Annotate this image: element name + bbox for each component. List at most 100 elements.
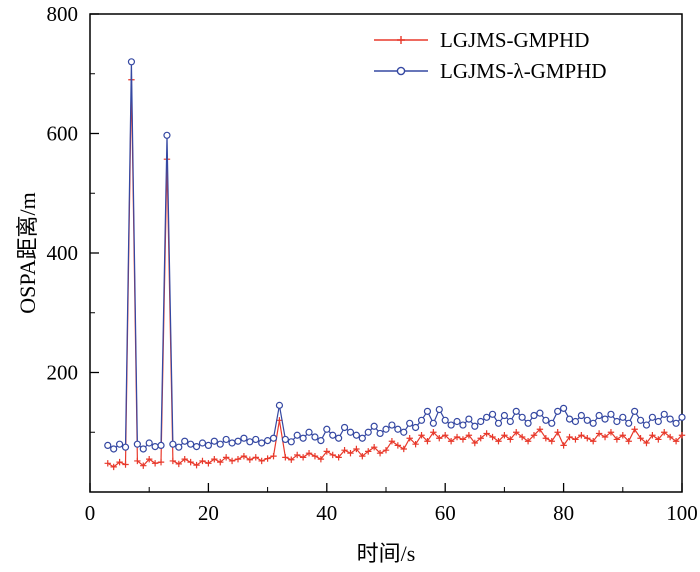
- plus-marker-icon: [228, 457, 236, 465]
- legend-label-lgjms-gmphd: LGJMS-GMPHD: [440, 28, 590, 52]
- circle-marker-icon: [204, 441, 212, 449]
- series-line-0: [107, 79, 683, 468]
- circle-marker-icon: [175, 443, 183, 451]
- legend-sample-circle-line: [374, 66, 428, 76]
- circle-marker-icon: [311, 433, 319, 441]
- x-axis-title: 时间/s: [356, 541, 416, 566]
- plus-marker-icon: [554, 429, 561, 436]
- plus-marker-icon: [116, 458, 123, 466]
- plus-marker-icon: [513, 429, 520, 436]
- x-tick-label: 80: [553, 501, 574, 525]
- circle-marker-icon: [542, 416, 550, 424]
- y-tick-label: 600: [47, 122, 79, 146]
- plus-marker-icon: [217, 458, 224, 466]
- plus-marker-icon: [548, 438, 555, 445]
- plus-marker-icon: [542, 435, 550, 442]
- circle-marker-icon: [654, 417, 662, 426]
- circle-marker-icon: [506, 417, 514, 426]
- circle-marker-icon: [642, 421, 651, 429]
- plus-marker-icon: [323, 448, 330, 455]
- plus-marker-icon: [483, 430, 490, 437]
- plus-marker-icon: [453, 433, 461, 441]
- circle-marker-icon: [388, 421, 396, 429]
- circle-marker-icon: [396, 66, 406, 76]
- circle-marker-icon: [187, 440, 195, 448]
- x-tick-label: 0: [85, 501, 96, 525]
- plus-marker-icon: [140, 462, 147, 469]
- plus-marker-icon: [655, 436, 662, 443]
- circle-marker-icon: [400, 428, 408, 436]
- circle-marker-icon: [376, 429, 384, 438]
- circle-marker-icon: [169, 440, 177, 448]
- circle-marker-icon: [269, 434, 278, 442]
- circle-marker-icon: [589, 419, 597, 427]
- plus-marker-icon: [110, 463, 117, 471]
- circle-marker-icon: [275, 401, 284, 409]
- circle-marker-icon: [370, 422, 378, 430]
- plus-marker-icon: [625, 438, 632, 445]
- plus-marker-icon: [637, 435, 644, 442]
- circle-marker-icon: [412, 423, 420, 432]
- circle-marker-icon: [406, 419, 414, 427]
- circle-marker-icon: [139, 445, 147, 453]
- circle-marker-icon: [192, 442, 201, 451]
- circle-marker-icon: [252, 435, 260, 444]
- circle-marker-icon: [281, 435, 289, 444]
- plus-marker-icon: [424, 438, 431, 445]
- circle-marker-icon: [583, 416, 591, 424]
- circle-marker-icon: [625, 419, 633, 427]
- plus-marker-icon: [613, 436, 621, 443]
- circle-marker-icon: [115, 440, 124, 448]
- plus-marker-icon: [157, 458, 165, 466]
- circle-marker-icon: [447, 421, 455, 429]
- circle-marker-icon: [121, 443, 130, 451]
- plus-marker-icon: [222, 454, 230, 461]
- plus-marker-icon: [234, 455, 242, 463]
- y-axis-title: OSPA距离/m: [15, 192, 40, 314]
- circle-marker-icon: [228, 439, 236, 447]
- circle-marker-icon: [352, 431, 360, 439]
- plus-marker-icon: [134, 457, 141, 465]
- y-tick-label: 400: [47, 241, 79, 265]
- plus-marker-icon: [578, 432, 585, 439]
- circle-marker-icon: [672, 419, 680, 427]
- circle-marker-icon: [518, 413, 526, 421]
- plus-marker-icon: [193, 461, 200, 469]
- plus-marker-icon: [495, 438, 502, 445]
- circle-marker-icon: [483, 413, 491, 421]
- circle-marker-icon: [577, 411, 585, 420]
- circle-marker-icon: [240, 434, 248, 442]
- circle-marker-icon: [127, 58, 136, 66]
- plus-marker-icon: [305, 449, 313, 457]
- y-tick-label: 800: [47, 2, 79, 26]
- circle-marker-icon: [340, 423, 349, 432]
- circle-marker-icon: [198, 439, 207, 447]
- plus-marker-icon: [104, 460, 111, 467]
- plus-marker-icon: [442, 432, 449, 439]
- circle-marker-icon: [435, 405, 443, 414]
- circle-marker-icon: [335, 434, 343, 442]
- circle-marker-icon: [607, 410, 615, 418]
- plus-marker-icon: [258, 457, 265, 465]
- circle-marker-icon: [364, 428, 372, 436]
- circle-marker-icon: [358, 434, 366, 442]
- plus-marker-icon: [151, 460, 159, 467]
- circle-marker-icon: [500, 411, 508, 420]
- plus-marker-icon: [601, 433, 609, 441]
- circle-marker-icon: [222, 435, 230, 444]
- circle-marker-icon: [571, 417, 580, 426]
- circle-marker-icon: [494, 419, 503, 427]
- plus-marker-icon: [661, 429, 668, 436]
- circle-marker-icon: [163, 131, 171, 139]
- plus-marker-icon: [299, 454, 307, 461]
- plus-marker-icon: [418, 432, 425, 439]
- circle-marker-icon: [346, 428, 355, 436]
- plus-marker-icon: [607, 429, 615, 436]
- circle-marker-icon: [512, 407, 520, 415]
- plus-marker-icon: [524, 438, 532, 445]
- plus-marker-icon: [294, 451, 301, 459]
- plus-marker-icon: [536, 426, 544, 433]
- circle-marker-icon: [530, 411, 538, 420]
